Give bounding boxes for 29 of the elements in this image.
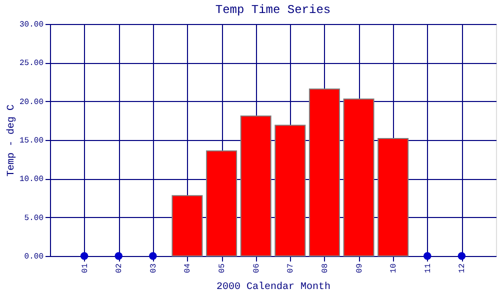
y-tick-label: 30.00 [19,20,44,30]
bar [240,116,272,256]
x-tick-label: 04 [184,263,193,274]
y-tick-label: 25.00 [19,59,44,68]
x-axis-title: 2000 Calendar Month [216,281,331,294]
y-tick-label: 20.00 [19,98,44,107]
x-tick-label: 10 [390,263,399,274]
bar [274,124,306,256]
x-tick-label: 09 [355,263,364,274]
x-tick-label: 08 [320,263,330,274]
x-tick-label: 05 [218,263,228,274]
y-tick-label: 15.00 [19,136,44,146]
bar [308,88,340,256]
bar [378,138,409,256]
x-tick-label: 11 [424,263,433,274]
y-axis-title: Temp - deg C [5,104,18,177]
x-tick-label: 07 [286,263,296,274]
bar [172,195,203,256]
y-tick-label: 5.00 [24,214,44,223]
bar [206,150,238,256]
x-tick-label: 02 [115,263,124,274]
x-tick-label: 01 [80,263,90,274]
y-tick-label: 10.00 [19,175,44,184]
x-tick-label: 06 [252,263,262,274]
chart-title: Temp Time Series [215,3,331,17]
x-tick-label: 03 [149,263,158,274]
bar [343,98,374,256]
x-tick-label: 12 [458,263,468,274]
y-tick-label: 0.00 [24,252,44,262]
